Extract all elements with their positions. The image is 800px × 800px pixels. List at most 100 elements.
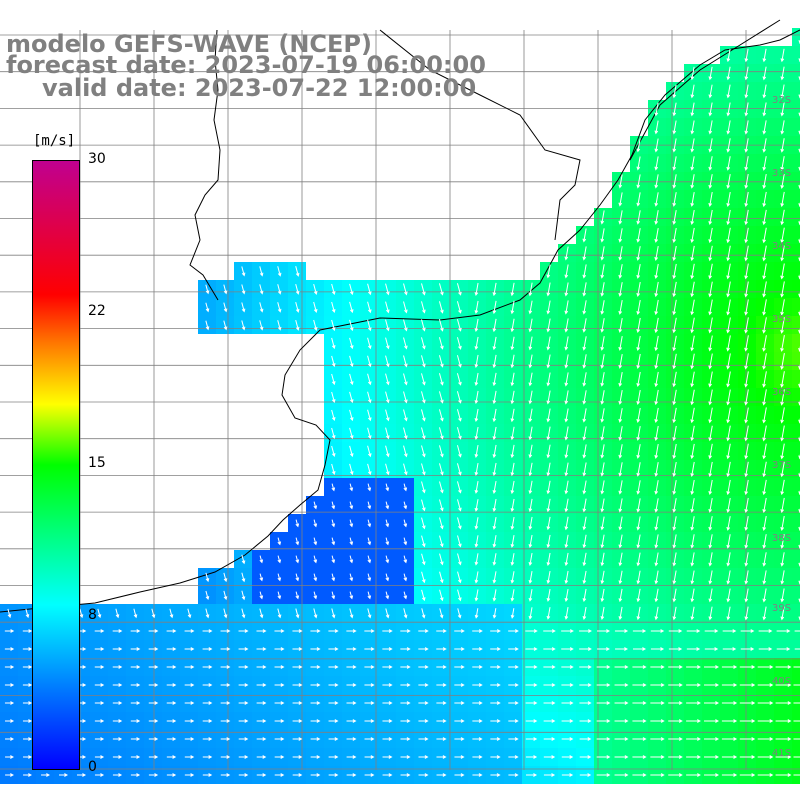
wind-arrow (22, 719, 33, 723)
wind-arrow (708, 443, 713, 460)
wind-arrow (346, 683, 357, 687)
wind-arrow (708, 174, 713, 189)
wind-arrow (686, 683, 701, 687)
wind-arrow (169, 608, 174, 619)
wind-arrow (22, 647, 33, 651)
wind-arrow (403, 337, 408, 350)
wind-arrow (600, 498, 605, 513)
wind-arrow (690, 174, 695, 189)
wind-arrow (757, 755, 774, 759)
wind-arrow (256, 683, 267, 687)
wind-arrow (596, 755, 611, 759)
wind-arrow (636, 246, 641, 261)
wind-arrow (579, 755, 592, 759)
wind-arrow (400, 773, 411, 777)
wind-arrow (346, 737, 357, 741)
wind-arrow (564, 300, 569, 315)
wind-arrow (726, 570, 731, 585)
wind-arrow (94, 665, 105, 669)
wind-arrow (349, 337, 354, 350)
wind-arrow (654, 210, 659, 225)
wind-arrow (672, 84, 677, 99)
wind-arrow (492, 462, 497, 477)
wind-arrow (618, 408, 623, 423)
wind-arrow (421, 409, 426, 422)
wind-arrow (436, 665, 447, 669)
wind-arrow (528, 318, 533, 333)
wind-arrow (510, 318, 515, 333)
wind-arrow (202, 701, 213, 705)
wind-arrow (600, 264, 605, 279)
wind-arrow (202, 755, 213, 759)
wind-arrow (668, 719, 683, 723)
wind-arrow (582, 426, 587, 441)
wind-arrow (292, 683, 303, 687)
wind-arrow (202, 629, 213, 633)
wind-arrow (364, 665, 375, 669)
wind-arrow (166, 719, 177, 723)
wind-arrow (349, 427, 354, 440)
wind-arrow (346, 755, 357, 759)
wind-speed-cell (792, 244, 800, 262)
wind-speed-cell (792, 424, 800, 442)
wind-arrow (762, 588, 767, 603)
wind-arrow (4, 647, 15, 651)
wind-arrow (528, 354, 533, 369)
wind-arrow (579, 629, 592, 633)
wind-arrow (385, 337, 390, 350)
wind-arrow (241, 302, 246, 313)
wind-arrow (726, 606, 731, 621)
wind-arrow (184, 683, 195, 687)
wind-arrow (310, 647, 321, 651)
wind-arrow (708, 299, 713, 316)
wind-arrow (474, 517, 479, 530)
wind-arrow (313, 555, 318, 564)
wind-arrow (112, 773, 123, 777)
wind-arrow (528, 408, 533, 423)
wind-arrow (650, 629, 665, 633)
wind-arrow (744, 479, 749, 496)
wind-arrow (418, 755, 429, 759)
wind-arrow (22, 683, 33, 687)
wind-arrow (331, 483, 336, 492)
wind-arrow (295, 555, 300, 564)
wind-arrow (614, 629, 629, 633)
wind-arrow (704, 647, 719, 651)
wind-arrow (546, 534, 551, 549)
wind-arrow (202, 683, 213, 687)
wind-arrow (546, 498, 551, 513)
wind-arrow (726, 497, 731, 513)
wind-arrow (328, 683, 339, 687)
wind-arrow (726, 245, 731, 262)
wind-arrow (546, 282, 551, 297)
wind-arrow (672, 156, 677, 171)
wind-arrow (510, 480, 515, 495)
wind-arrow (739, 701, 756, 705)
wind-arrow (744, 425, 749, 442)
wind-arrow (205, 320, 210, 331)
wind-arrow (600, 480, 605, 495)
wind-arrow (690, 317, 695, 334)
wind-arrow (331, 555, 336, 564)
wind-arrow (331, 445, 336, 458)
wind-arrow (636, 570, 641, 585)
wind-arrow (112, 665, 123, 669)
wind-arrow (726, 174, 731, 189)
wind-arrow (313, 501, 318, 510)
wind-arrow (457, 608, 462, 619)
wind-arrow (690, 353, 695, 370)
wind-arrow (690, 192, 695, 207)
wind-arrow (708, 516, 713, 531)
wind-arrow (472, 647, 483, 651)
wind-arrow (331, 501, 336, 510)
wind-arrow (148, 755, 159, 759)
wind-arrow (726, 281, 731, 298)
wind-speed-cell (792, 226, 800, 244)
wind-speed-cell (792, 154, 800, 172)
wind-arrow (310, 683, 321, 687)
wind-arrow (184, 755, 195, 759)
wind-arrow (668, 755, 683, 759)
wind-arrow (490, 701, 501, 705)
wind-arrow (762, 48, 767, 63)
wind-arrow (205, 284, 210, 295)
